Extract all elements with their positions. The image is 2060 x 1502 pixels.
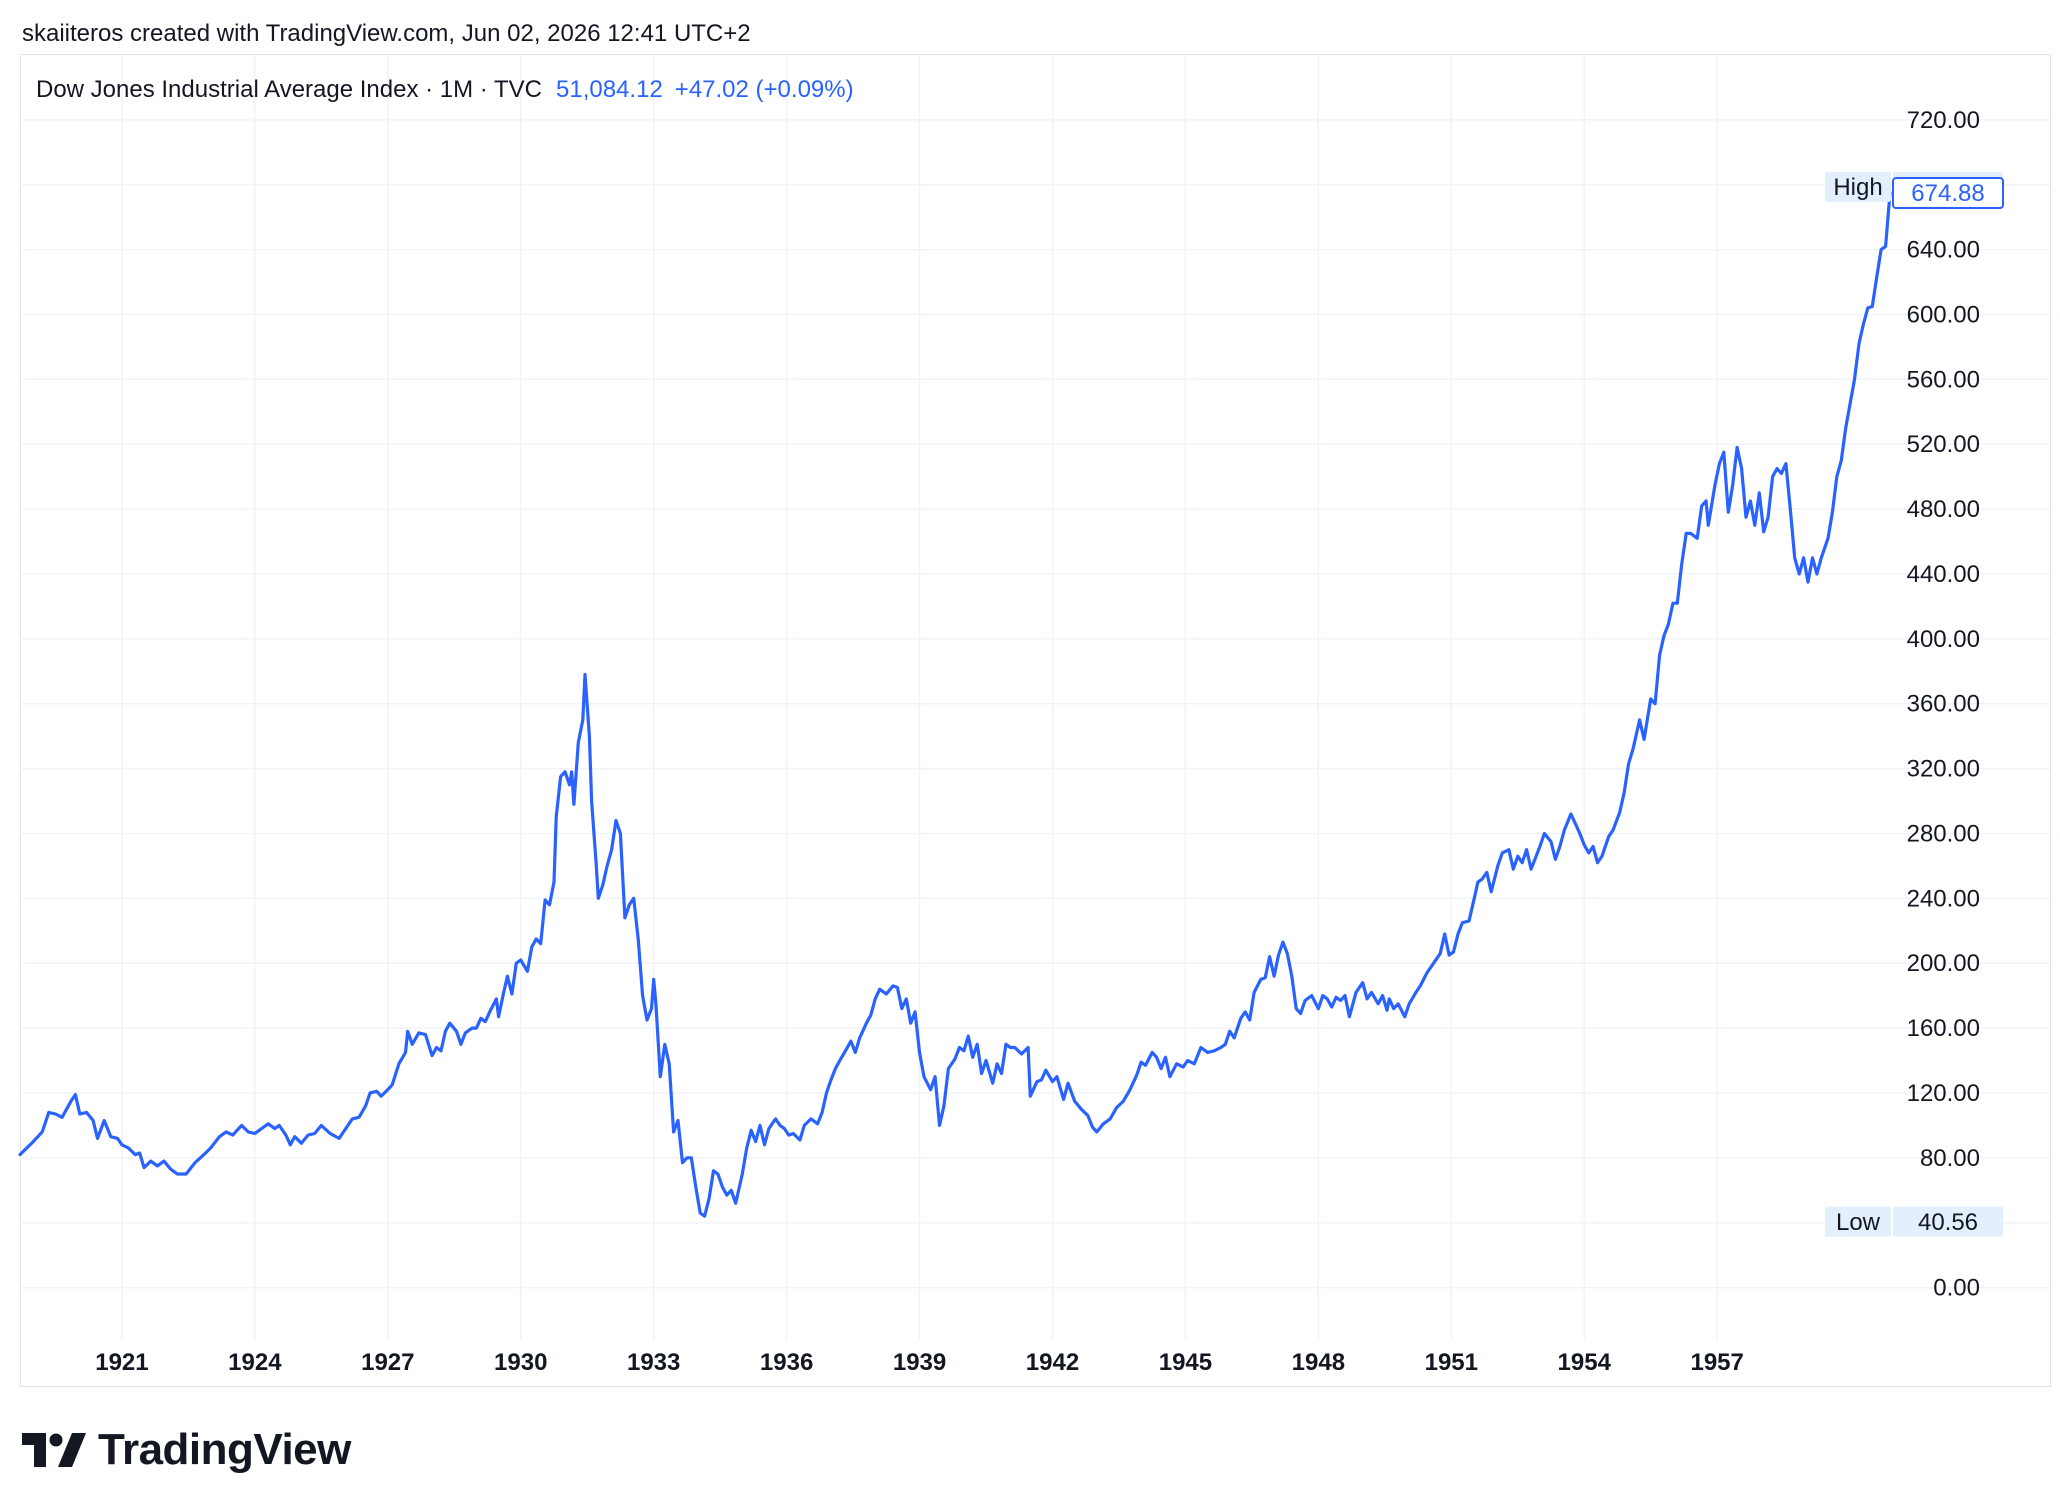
low-value-box bbox=[1893, 1206, 2003, 1237]
y-tick-label: 120.00 bbox=[1907, 1080, 1980, 1107]
y-axis: 0.0040.0080.00120.00160.00200.00240.0028… bbox=[1907, 107, 1980, 1302]
x-tick-label: 1939 bbox=[893, 1349, 946, 1376]
tradingview-wordmark: TradingView bbox=[98, 1425, 351, 1474]
y-tick-label: 480.00 bbox=[1907, 496, 1980, 523]
last-price-label: 674.88 bbox=[1911, 180, 1984, 207]
high-tag-box bbox=[1825, 171, 1891, 202]
y-tick-label: 0.00 bbox=[1933, 1275, 1980, 1302]
last-price-box bbox=[1892, 177, 2004, 210]
y-tick-label: 160.00 bbox=[1907, 1015, 1980, 1042]
x-tick-label: 1933 bbox=[627, 1349, 680, 1376]
y-tick-label: 400.00 bbox=[1907, 626, 1980, 653]
chart-grid bbox=[20, 56, 2050, 1340]
x-tick-label: 1948 bbox=[1292, 1349, 1345, 1376]
x-tick-label: 1921 bbox=[95, 1349, 148, 1376]
x-tick-label: 1942 bbox=[1026, 1349, 1079, 1376]
legend-symbol[interactable]: Dow Jones Industrial Average Index · 1M … bbox=[36, 76, 543, 103]
y-tick-label: 600.00 bbox=[1907, 301, 1980, 328]
x-tick-label: 1927 bbox=[361, 1349, 414, 1376]
y-tick-label: 320.00 bbox=[1907, 756, 1980, 783]
tradingview-logo[interactable]: TradingView bbox=[22, 1425, 351, 1475]
y-tick-label: 360.00 bbox=[1907, 691, 1980, 718]
x-tick-label: 1954 bbox=[1558, 1349, 1612, 1376]
y-tick-label: 520.00 bbox=[1907, 431, 1980, 458]
x-axis: 1921 1924 1927 1930 1933 1936 1939 1942 1945 1948… bbox=[95, 1349, 1744, 1376]
chart-credit: skaiiteros created with TradingView.com,… bbox=[22, 20, 751, 47]
high-tag-label: High bbox=[1833, 174, 1882, 201]
y-tick-label: 80.00 bbox=[1920, 1145, 1980, 1172]
tradingview-logo-icon bbox=[22, 1433, 86, 1467]
x-tick-label: 1957 bbox=[1690, 1349, 1743, 1376]
legend-price: 51,084.12 bbox=[556, 76, 663, 103]
low-tag-box bbox=[1825, 1206, 1891, 1237]
y-tick-label: 720.00 bbox=[1907, 107, 1980, 134]
x-tick-label: 1945 bbox=[1159, 1349, 1212, 1376]
x-tick-label: 1951 bbox=[1425, 1349, 1478, 1376]
x-tick-label: 1930 bbox=[494, 1349, 547, 1376]
low-tag-label: Low bbox=[1836, 1209, 1881, 1236]
legend-change: +47.02 (+0.09%) bbox=[674, 76, 854, 103]
y-tick-label: 640.00 bbox=[1907, 237, 1980, 264]
y-tick-label: 560.00 bbox=[1907, 366, 1980, 393]
low-value-label: 40.56 bbox=[1918, 1209, 1978, 1236]
y-tick-label: 280.00 bbox=[1907, 820, 1980, 847]
chart-legend: Dow Jones Industrial Average Index · 1M … bbox=[36, 76, 854, 104]
y-tick-label: 200.00 bbox=[1907, 950, 1980, 977]
price-line bbox=[18, 191, 1892, 1218]
chart-frame bbox=[20, 54, 2051, 1387]
y-tick-label: 240.00 bbox=[1907, 885, 1980, 912]
y-tick-label: 440.00 bbox=[1907, 561, 1980, 588]
x-tick-label: 1936 bbox=[760, 1349, 813, 1376]
x-tick-label: 1924 bbox=[228, 1349, 282, 1376]
